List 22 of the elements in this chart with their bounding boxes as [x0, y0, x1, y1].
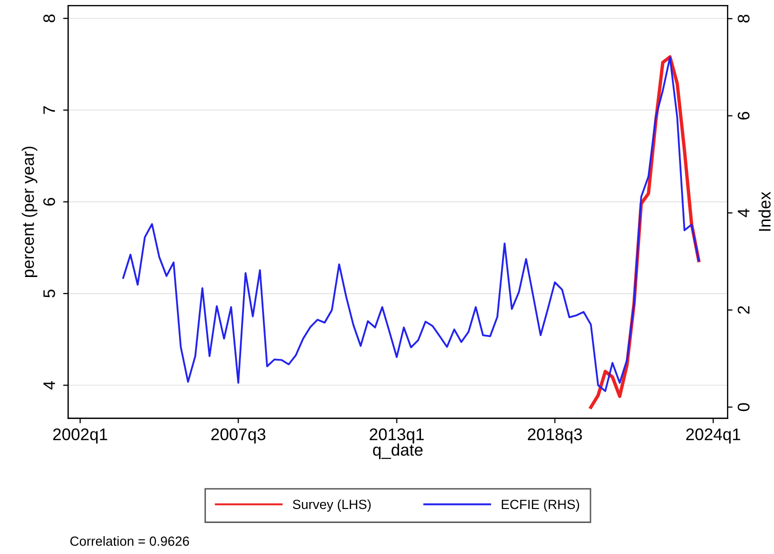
y-tick-label: 5: [43, 290, 56, 298]
text: Correlation = 0.9626: [70, 536, 190, 546]
x-tick-label: 2013q1: [370, 428, 424, 444]
y-tick-label: 6: [43, 198, 56, 206]
legend-label: Survey (LHS): [292, 499, 371, 512]
y2-axis-title: Index: [758, 192, 771, 231]
y2-tick-label: 6: [738, 112, 750, 120]
x-tick-label: 2024q1: [686, 428, 740, 444]
y2-tick-label: 4: [738, 208, 750, 218]
x-tick-label: 2007q3: [211, 428, 266, 444]
y2-tick-label: 8: [738, 14, 750, 23]
line-series: [122, 56, 700, 392]
y-axis-title: percent (per year): [22, 146, 38, 278]
x-tick-label: 2002q1: [53, 428, 108, 444]
y-tick-label: 8: [43, 14, 56, 22]
y-tick-label: 4: [43, 381, 55, 390]
x-tick-label: 2018q3: [528, 428, 582, 444]
legend-label: ECFIE (RHS): [502, 499, 580, 512]
y2-tick-label: 2: [738, 306, 750, 314]
y-tick-label: 7: [43, 106, 55, 114]
x-axis-title: q_date: [373, 444, 423, 460]
y2-tick-label: 0: [738, 403, 750, 412]
